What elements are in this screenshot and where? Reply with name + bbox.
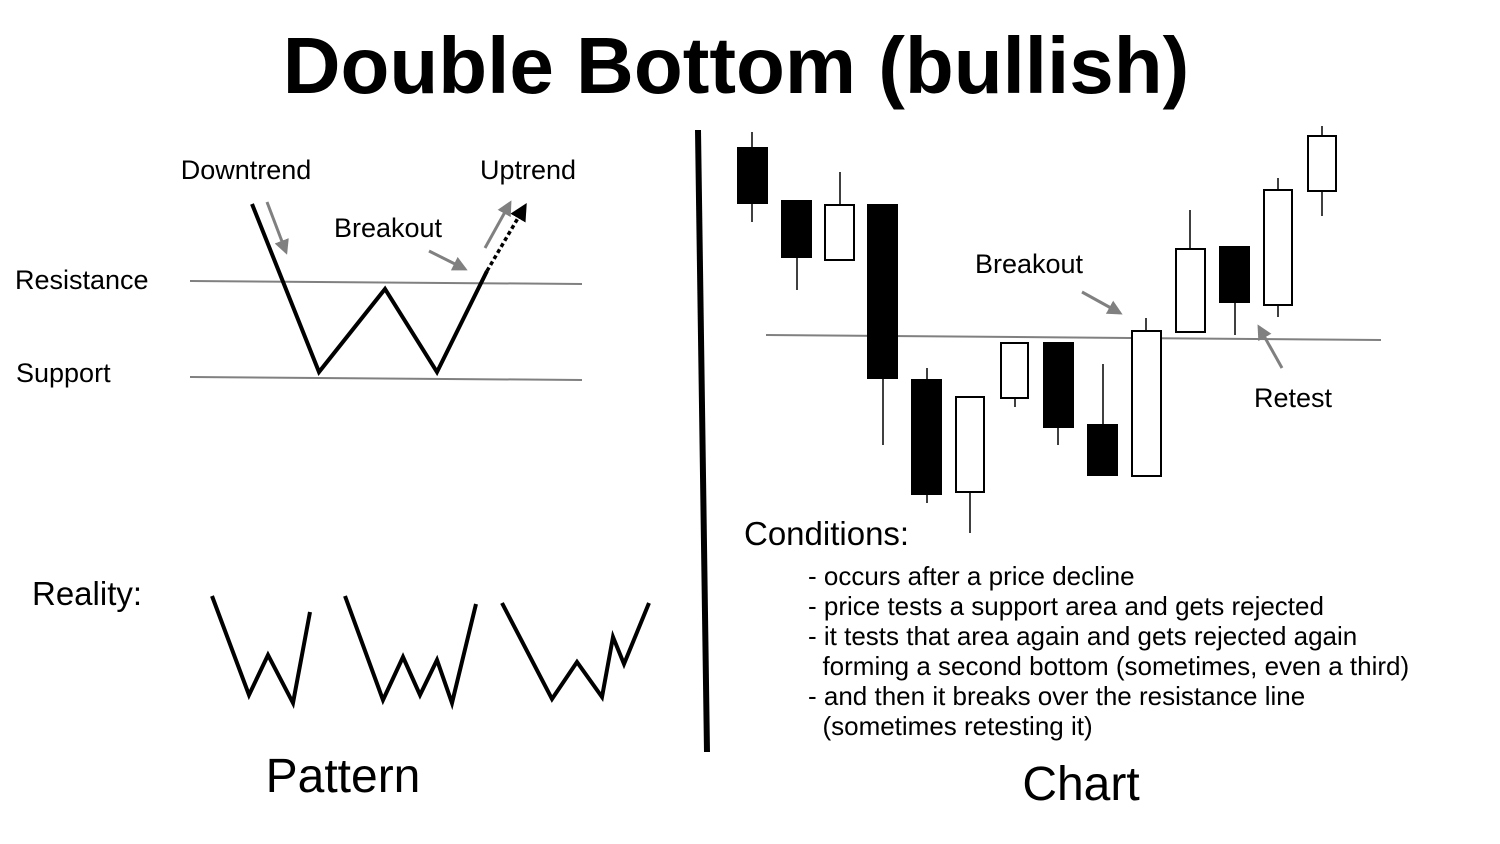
candle-14 [1307,126,1337,216]
pattern-breakout-label: Breakout [334,213,443,243]
candle-1 [737,132,768,222]
conditions-heading: Conditions: [744,515,909,552]
candle-5 [911,368,942,503]
candle-4 [867,204,898,445]
resistance-label: Resistance [15,265,149,295]
downtrend-arrow [265,201,289,255]
condition-line: - and then it breaks over the resistance… [808,681,1305,711]
conditions-block: Conditions: - occurs after a price decli… [744,515,1409,741]
condition-line: - it tests that area again and gets reje… [808,621,1357,651]
page-title: Double Bottom (bullish) [283,21,1190,110]
pattern-diagram: Downtrend Uptrend Breakout Resistance Su… [15,155,583,388]
candle-9 [1087,364,1118,476]
chart-section-label: Chart [1022,758,1139,811]
retest-arrow [1257,324,1284,369]
candle-3 [824,172,855,261]
chart-breakout-label: Breakout [975,249,1084,279]
reality-example-3 [500,602,651,703]
candle-11 [1175,210,1206,333]
pattern-section-label: Pattern [266,750,421,803]
section-divider [695,129,710,753]
support-label: Support [16,358,111,388]
downtrend-label: Downtrend [181,155,312,185]
candle-13 [1263,178,1293,317]
condition-line: - occurs after a price decline [808,561,1135,591]
reality-label: Reality: [32,575,142,612]
chart-breakout-arrow [1081,290,1123,315]
support-line [189,376,583,381]
retest-label: Retest [1254,383,1333,413]
reality-example-1 [210,595,312,710]
candlestick-chart: Breakout Retest [737,126,1382,533]
uptrend-label: Uptrend [480,155,576,185]
w-pattern-line [250,203,489,377]
candle-6 [955,396,985,533]
condition-line: forming a second bottom (sometimes, even… [808,651,1409,681]
candle-10 [1131,318,1162,477]
breakout-arrow [428,249,468,271]
uptrend-arrow [483,200,512,249]
candle-12 [1219,246,1250,335]
resistance-line [189,280,583,285]
breakout-dashed-arrow [485,202,527,272]
candle-7 [1000,342,1029,407]
reality-example-2 [343,595,478,711]
condition-line: (sometimes retesting it) [808,711,1093,741]
condition-line: - price tests a support area and gets re… [808,591,1324,621]
candle-8 [1043,342,1074,445]
reality-examples: Reality: [32,575,651,711]
candle-2 [781,200,812,290]
resistance-line-chart [765,334,1382,341]
